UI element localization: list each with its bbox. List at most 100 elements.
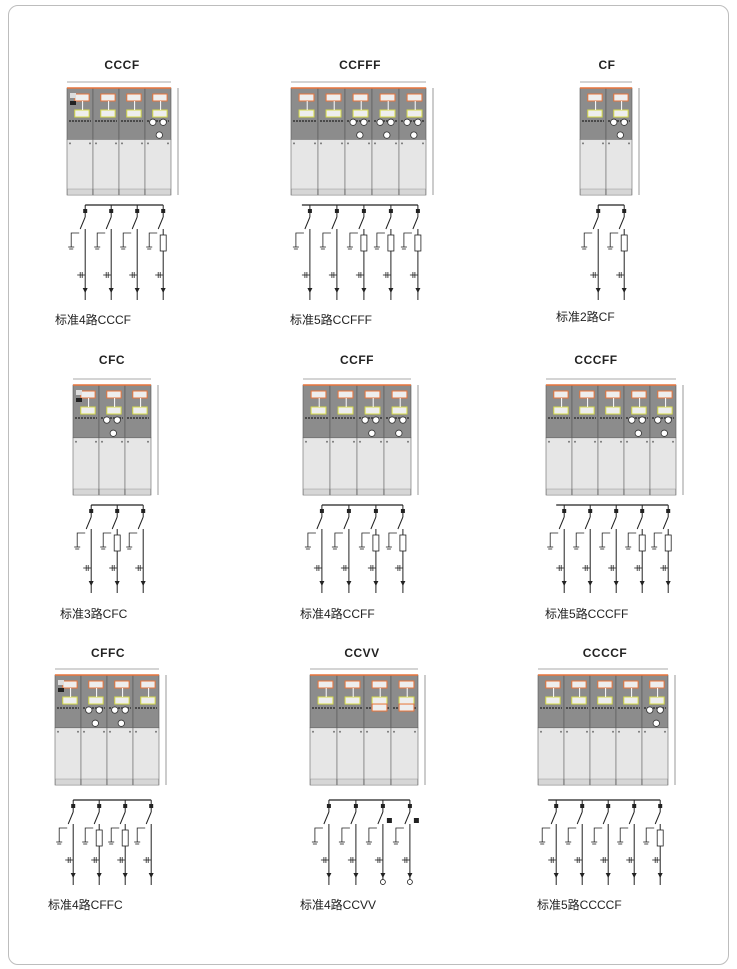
cable-arrow-icon (96, 873, 102, 878)
cabinet-lower-door (66, 139, 94, 196)
breaker-icon (386, 818, 392, 823)
door-bolt (582, 142, 584, 145)
single-line-diagram (539, 799, 664, 885)
cabinet-base (572, 488, 598, 496)
door-bolt (121, 142, 123, 145)
door-bolt (395, 142, 397, 145)
panel-caption: 标准5路CCFFF (290, 313, 372, 327)
earth-switch-icon (128, 532, 138, 547)
cabinet-lower-door (398, 139, 427, 196)
door-bolt (393, 730, 395, 733)
switch-indicator (371, 680, 388, 689)
cabinet-base (291, 188, 318, 196)
meter-icon (58, 680, 64, 685)
earth-switch-indicator (344, 696, 361, 705)
fuse-gauge (654, 416, 662, 424)
earth-switch-icon (403, 232, 412, 247)
load-switch-icon (558, 516, 565, 530)
cabinet-base (93, 188, 119, 196)
switch-indicator (631, 390, 647, 399)
cable-arrow-icon (579, 873, 585, 878)
meter-icon (70, 93, 76, 98)
cabinet-base (580, 188, 606, 196)
cable-arrow-icon (334, 288, 340, 293)
door-bolt (326, 440, 328, 443)
load-switch-icon (137, 516, 144, 530)
load-switch-icon (397, 516, 404, 530)
panel-title: CCCF (104, 58, 140, 72)
switchgear-panel (309, 668, 426, 885)
earth-switch-icon (601, 532, 611, 547)
earth-switch-icon (619, 827, 629, 842)
switch-indicator (379, 93, 396, 102)
switchgear-panel (579, 81, 640, 300)
cabinet-unit-F (344, 87, 373, 196)
fuse-gauge (656, 706, 664, 714)
cabinet-base (538, 778, 564, 786)
load-switch-icon (157, 216, 164, 230)
earth-switch-indicator (379, 109, 396, 118)
fuse-icon (121, 829, 129, 847)
earth-switch-icon (388, 532, 397, 547)
load-switch-icon (610, 516, 617, 530)
earth-switch-indicator (391, 406, 408, 415)
cabinet-unit-C (615, 674, 643, 786)
cable-arrow-icon (319, 581, 325, 586)
fuse-gauge (414, 118, 422, 126)
single-line-diagram (68, 204, 167, 300)
fuse-gauge (149, 118, 157, 126)
door-bolt (147, 440, 149, 443)
fuse-gauge (372, 416, 380, 424)
fuse-icon (95, 829, 103, 847)
cabinet-base (145, 188, 171, 196)
cabinet-unit-F (641, 674, 669, 786)
fuse-gauge (410, 131, 418, 139)
earth-switch-indicator (613, 109, 629, 118)
switchgear-panel (545, 378, 684, 593)
earth-switch-icon (567, 827, 577, 842)
cabinet-base (330, 488, 357, 496)
cabinet-lower-door (317, 139, 346, 196)
door-bolt (57, 730, 59, 733)
display-icon (58, 688, 64, 692)
door-bolt (638, 730, 640, 733)
load-switch-icon (377, 811, 384, 825)
cable-arrow-icon (361, 288, 367, 293)
fuse-gauge (376, 118, 384, 126)
fuse-gauge (361, 416, 369, 424)
earth-switch-indicator (62, 696, 78, 705)
switch-indicator (310, 390, 327, 399)
earth-switch-icon (549, 532, 559, 547)
cable-arrow-icon (605, 873, 611, 878)
switch-indicator (114, 680, 130, 689)
door-bolt (608, 142, 610, 145)
fuse-gauge (634, 429, 642, 437)
cabinet-base (99, 488, 125, 496)
cable-arrow-icon (621, 288, 627, 293)
switch-indicator (88, 680, 104, 689)
cable-icon (406, 879, 413, 885)
fuse-gauge (646, 706, 654, 714)
earth-switch-icon (314, 827, 323, 842)
earth-switch-indicator (325, 109, 342, 118)
door-bolt (360, 730, 362, 733)
panel-caption: 标准5路CCCFF (545, 607, 629, 621)
fuse-gauge (159, 118, 167, 126)
switch-indicator (152, 93, 168, 102)
earth-switch-icon (76, 532, 86, 547)
cabinet-base (73, 488, 99, 496)
earth-switch-indicator (140, 696, 156, 705)
cabinet-base (624, 488, 650, 496)
earth-switch-indicator (657, 406, 673, 415)
cabinet-unit-C (589, 674, 617, 786)
load-switch-icon (592, 216, 599, 230)
switch-indicator (80, 390, 96, 399)
door-bolt (103, 730, 105, 733)
panel-caption: 标准4路CFFC (48, 898, 123, 912)
cabinet-unit-F (356, 384, 385, 496)
load-switch-icon (358, 216, 365, 230)
fuse-gauge (95, 706, 103, 714)
cabinet-base (642, 778, 668, 786)
panel-title: CCFF (340, 353, 374, 367)
cabinet-lower-door (336, 727, 365, 786)
